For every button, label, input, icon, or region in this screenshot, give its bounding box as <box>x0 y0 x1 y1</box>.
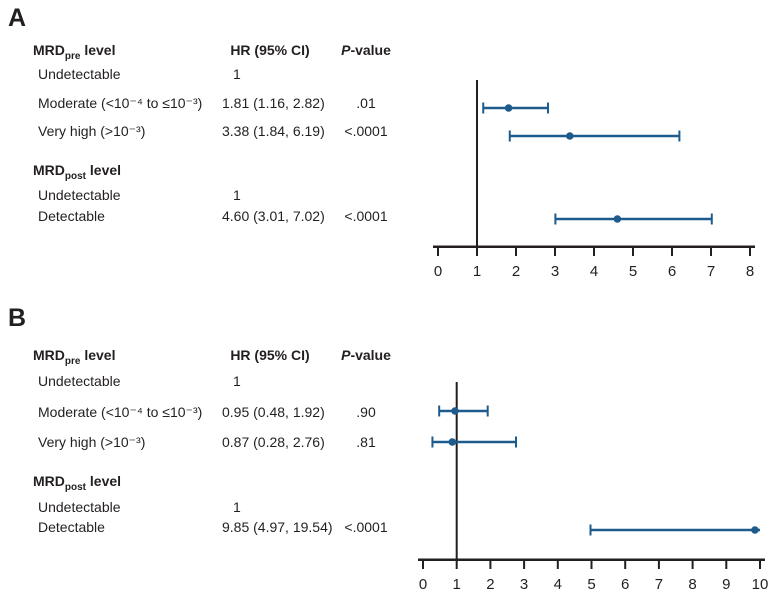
hr-value: 0.95 (0.48, 1.92) <box>222 404 325 420</box>
x-axis-tick-label: 0 <box>419 576 427 593</box>
x-axis-tick-label: 6 <box>668 263 676 280</box>
group-header-text: level <box>86 473 122 489</box>
x-axis-tick-label: 2 <box>512 263 520 280</box>
group-header-mrd-pre: MRDpre level <box>33 42 115 65</box>
panel-b-table-header: MRDpre level HR (95% CI) P-value <box>0 347 405 367</box>
p-rest: -value <box>350 347 391 363</box>
table-row: Detectable 4.60 (3.01, 7.02) <.0001 <box>0 208 405 225</box>
group-header-subscript: post <box>64 481 86 493</box>
table-row: Undetectable 1 <box>0 373 405 390</box>
group-header-subscript: post <box>64 170 86 182</box>
hr-point-marker <box>613 215 622 223</box>
x-axis-tick-label: 1 <box>473 263 481 280</box>
hr-value: 9.85 (4.97, 19.54) <box>222 519 333 535</box>
forest-plot-b: 0 1 2 3 4 5 6 7 8 9 10 <box>410 370 779 595</box>
group-header-text: MRD <box>33 473 65 489</box>
group-header-text: MRD <box>33 347 65 363</box>
x-axis-tick-label: 0 <box>434 263 442 280</box>
group-header-row: MRDpost level <box>0 473 405 493</box>
panel-b-label: B <box>8 304 27 332</box>
table-row: Detectable 9.85 (4.97, 19.54) <.0001 <box>0 519 405 536</box>
panel-a-label: A <box>8 4 27 32</box>
group-header-text: MRD <box>33 162 65 178</box>
x-axis-tick-label: 3 <box>551 263 559 280</box>
hr-point-marker <box>448 438 457 446</box>
p-value: <.0001 <box>344 208 388 224</box>
column-header-p-value: P-value <box>330 42 402 59</box>
x-axis-tick-label: 1 <box>453 576 461 593</box>
panel-a-table-header: MRDpre level HR (95% CI) P-value <box>0 42 405 62</box>
forest-plot-svg-a: 0 1 2 3 4 5 6 7 8 <box>433 80 755 280</box>
table-row: Moderate (<10⁻⁴ to ≤10⁻³) 0.95 (0.48, 1.… <box>0 404 405 421</box>
hr-value: 1 <box>233 187 241 203</box>
table-row: Undetectable 1 <box>0 66 405 83</box>
group-header-text: level <box>86 162 122 178</box>
table-row: Very high (>10⁻³) 0.87 (0.28, 2.76) .81 <box>0 434 405 451</box>
x-axis-tick-label: 7 <box>707 263 715 280</box>
hr-value: 1 <box>233 373 241 389</box>
p-italic: P <box>341 42 351 58</box>
x-axis-tick-label: 7 <box>655 576 663 593</box>
group-header-text: MRD <box>33 42 65 58</box>
forest-plot-svg-b: 0 1 2 3 4 5 6 7 8 9 10 <box>418 382 769 593</box>
row-label: Detectable <box>38 208 105 224</box>
x-axis-tick-label: 6 <box>621 576 629 593</box>
group-header-mrd-post: MRDpost level <box>33 162 121 185</box>
row-label: Undetectable <box>38 373 121 389</box>
p-value: .81 <box>356 434 376 450</box>
x-axis-tick-label: 4 <box>590 263 598 280</box>
hr-point-marker <box>566 132 574 140</box>
x-axis-tick-label: 9 <box>722 576 730 593</box>
x-axis-tick-label: 8 <box>746 263 754 280</box>
table-row: Moderate (<10⁻⁴ to ≤10⁻³) 1.81 (1.16, 2.… <box>0 95 405 112</box>
p-value: .90 <box>356 404 376 420</box>
group-header-text: level <box>80 347 116 363</box>
group-header-mrd-post: MRDpost level <box>33 473 121 496</box>
column-header-p-value: P-value <box>330 347 402 364</box>
hr-point-marker <box>451 407 459 415</box>
row-label: Moderate (<10⁻⁴ to ≤10⁻³) <box>38 404 203 420</box>
table-row: Very high (>10⁻³) 3.38 (1.84, 6.19) <.00… <box>0 123 405 140</box>
x-axis-tick-label: 5 <box>629 263 637 280</box>
row-label: Undetectable <box>38 66 121 82</box>
row-label: Detectable <box>38 519 105 535</box>
p-value: <.0001 <box>344 123 388 139</box>
x-axis-tick-label: 10 <box>752 576 769 593</box>
table-row: Undetectable 1 <box>0 499 405 516</box>
hr-value: 1 <box>233 66 241 82</box>
hr-value: 0.87 (0.28, 2.76) <box>222 434 325 450</box>
group-header-mrd-pre: MRDpre level <box>33 347 115 370</box>
row-label: Moderate (<10⁻⁴ to ≤10⁻³) <box>38 95 203 111</box>
hr-value: 1 <box>233 499 241 515</box>
x-axis-tick-label: 8 <box>688 576 696 593</box>
group-header-text: level <box>80 42 116 58</box>
row-label: Very high (>10⁻³) <box>38 123 146 139</box>
hr-point-marker <box>751 526 759 534</box>
x-axis-tick-label: 3 <box>520 576 528 593</box>
group-header-subscript: pre <box>64 355 81 367</box>
hr-value: 3.38 (1.84, 6.19) <box>222 123 325 139</box>
x-axis-tick-label: 2 <box>486 576 494 593</box>
hr-point-marker <box>504 104 513 112</box>
row-label: Very high (>10⁻³) <box>38 434 146 450</box>
row-label: Undetectable <box>38 499 121 515</box>
p-value: .01 <box>356 95 376 111</box>
p-italic: P <box>341 347 351 363</box>
hr-value: 1.81 (1.16, 2.82) <box>222 95 325 111</box>
hr-value: 4.60 (3.01, 7.02) <box>222 208 325 224</box>
p-value: <.0001 <box>344 519 388 535</box>
x-axis-tick-label: 5 <box>587 576 595 593</box>
group-header-row: MRDpost level <box>0 162 405 182</box>
x-axis-tick-label: 4 <box>554 576 562 593</box>
column-header-hr: HR (95% CI) <box>230 42 310 58</box>
table-row: Undetectable 1 <box>0 187 405 204</box>
group-header-subscript: pre <box>64 50 81 62</box>
row-label: Undetectable <box>38 187 121 203</box>
column-header-hr: HR (95% CI) <box>230 347 310 363</box>
forest-plot-a: 0 1 2 3 4 5 6 7 8 <box>420 55 779 285</box>
p-rest: -value <box>350 42 391 58</box>
